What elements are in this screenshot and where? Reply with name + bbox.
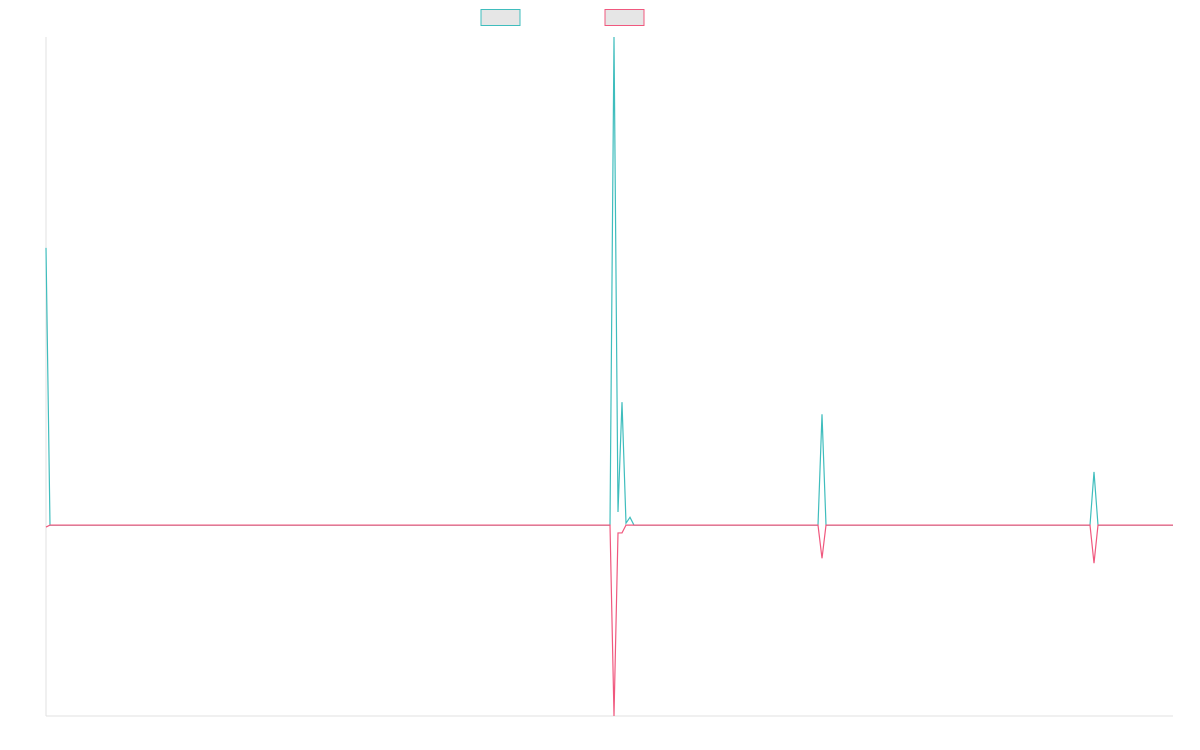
series-line [45,524,1173,717]
legend-swatch [604,9,645,26]
series-line [45,36,1173,526]
legend-swatch [480,9,521,26]
